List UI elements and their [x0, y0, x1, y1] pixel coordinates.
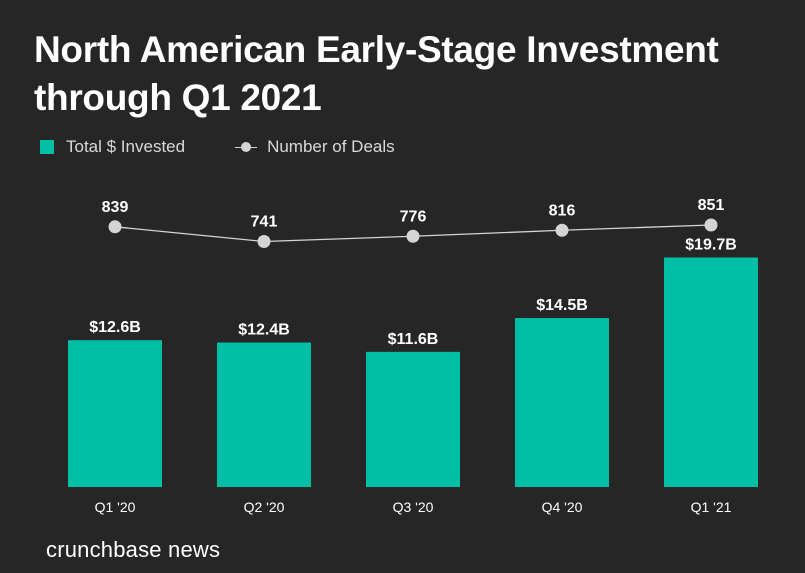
bar-3 — [366, 351, 460, 487]
deals-value-label-2: 741 — [251, 214, 278, 231]
legend: Total $ Invested Number of Deals — [40, 137, 445, 157]
x-tick-label-3: Q3 '20 — [393, 499, 434, 515]
deals-point-1 — [108, 220, 122, 234]
bar-value-label-5: $19.7B — [685, 236, 737, 253]
deals-point-3 — [406, 229, 420, 243]
bar-2 — [217, 342, 311, 487]
legend-label-invested: Total $ Invested — [66, 137, 186, 156]
legend-line-marker-icon — [235, 140, 258, 154]
bar-value-label-3: $11.6B — [388, 331, 439, 348]
x-tick-label-5: Q1 '21 — [691, 499, 732, 515]
deals-value-label-4: 816 — [549, 202, 576, 219]
deals-point-2 — [257, 235, 271, 248]
bar-4 — [515, 318, 609, 487]
x-tick-label-2: Q2 '20 — [244, 499, 285, 515]
bar-value-label-4: $14.5B — [536, 297, 588, 314]
legend-item-deals: Number of Deals — [235, 137, 395, 157]
deals-value-label-3: 776 — [400, 208, 427, 225]
deals-point-4 — [555, 223, 569, 237]
legend-item-invested: Total $ Invested — [40, 137, 185, 157]
x-tick-label-1: Q1 '20 — [95, 499, 136, 515]
chart-title: North American Early-Stage Investment th… — [34, 29, 719, 118]
bar-1 — [68, 340, 162, 487]
deals-point-5 — [704, 218, 718, 232]
legend-bar-swatch-icon — [40, 140, 54, 154]
bar-value-label-2: $12.4B — [238, 322, 290, 339]
x-tick-label-4: Q4 '20 — [542, 499, 583, 515]
brand-logo: crunchbase news — [46, 537, 221, 562]
deals-value-label-1: 839 — [102, 199, 129, 216]
bar-5 — [664, 257, 758, 487]
legend-label-deals: Number of Deals — [267, 137, 395, 156]
bar-value-label-1: $12.6B — [89, 319, 141, 336]
deals-value-label-5: 851 — [698, 197, 725, 214]
